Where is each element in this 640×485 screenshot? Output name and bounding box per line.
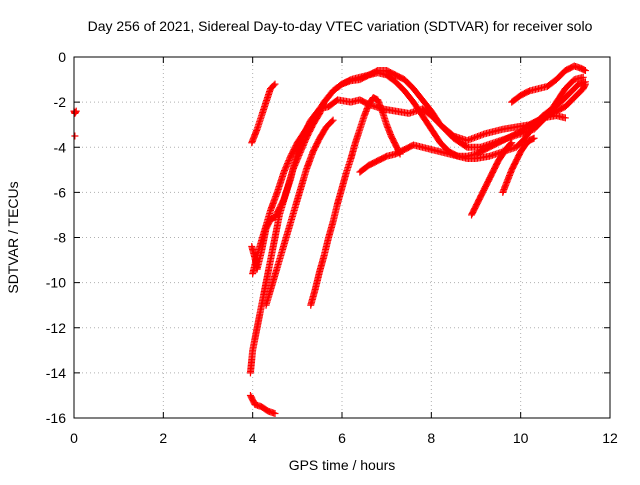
- data-point: [581, 80, 589, 88]
- x-tick-label: 10: [513, 430, 529, 446]
- data-point: [271, 409, 279, 417]
- x-tick-label: 4: [249, 430, 257, 446]
- series-arc-5: [246, 69, 589, 377]
- y-tick-label: -8: [54, 230, 67, 246]
- data-point: [561, 114, 569, 122]
- x-tick-label: 12: [602, 430, 618, 446]
- series-arc-8: [262, 116, 337, 309]
- data-point: [328, 117, 336, 125]
- data-point: [271, 80, 279, 88]
- y-tick-label: -6: [54, 184, 67, 200]
- y-tick-label: -10: [46, 275, 66, 291]
- data-point: [72, 108, 80, 116]
- series-arc-9: [307, 94, 404, 309]
- x-tick-label: 8: [427, 430, 435, 446]
- series-arc-10: [356, 80, 589, 176]
- data-point: [508, 139, 516, 147]
- data-point: [329, 116, 337, 124]
- series-arc-7: [249, 67, 587, 278]
- x-tick-label: 0: [70, 430, 78, 446]
- chart-title: Day 256 of 2021, Sidereal Day-to-day VTE…: [88, 18, 593, 34]
- data-point: [579, 73, 587, 81]
- y-axis-title: SDTVAR / TECUs: [5, 181, 21, 293]
- series-arc-3: [248, 80, 279, 147]
- y-tick-label: -2: [54, 94, 67, 110]
- series-arc-13: [508, 62, 589, 106]
- data-point: [507, 140, 515, 148]
- y-tick-label: -4: [54, 139, 67, 155]
- data-series: [70, 62, 589, 417]
- axis-ticks: 0 2 4 6 8 10 12 0 -2 -4 -6 -8 -10 -12 -14 -16: [46, 49, 618, 446]
- series-arc-6: [246, 391, 279, 417]
- y-tick-label: -12: [46, 320, 66, 336]
- grid: [74, 57, 610, 418]
- series-arc-1: [70, 107, 80, 117]
- y-tick-label: -14: [46, 365, 66, 381]
- data-point: [581, 67, 589, 75]
- series-arc-11: [468, 139, 516, 219]
- data-point: [530, 134, 538, 142]
- data-point: [71, 132, 79, 140]
- x-axis-title: GPS time / hours: [289, 457, 396, 473]
- series-arc-2: [71, 132, 79, 140]
- y-tick-label: 0: [58, 49, 66, 65]
- series-arc-12: [499, 134, 538, 196]
- y-tick-label: -16: [46, 410, 66, 426]
- series-arc-4: [248, 96, 569, 273]
- x-tick-label: 2: [159, 430, 167, 446]
- data-point: [270, 81, 278, 89]
- x-tick-label: 6: [338, 430, 346, 446]
